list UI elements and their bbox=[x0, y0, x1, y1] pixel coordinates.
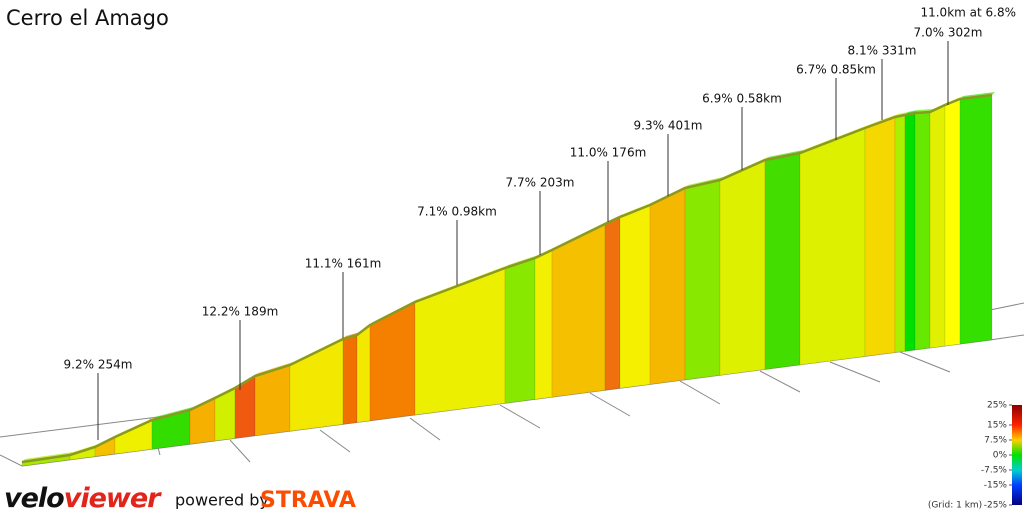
scale-tick-label: -25% bbox=[984, 501, 1008, 511]
annotation: 6.7% 0.85km bbox=[796, 63, 876, 77]
annotation: 7.7% 203m bbox=[506, 176, 575, 190]
segment bbox=[534, 249, 553, 400]
annotation: 8.1% 331m bbox=[848, 44, 917, 58]
annotation: 12.2% 189m bbox=[202, 305, 279, 319]
powered-by: powered by bbox=[175, 491, 269, 510]
segment bbox=[864, 116, 896, 357]
annotation: 7.0% 302m bbox=[914, 26, 983, 40]
segment bbox=[551, 223, 606, 398]
scale-tick-label: 15% bbox=[987, 421, 1007, 431]
annotation: 9.2% 254m bbox=[64, 358, 133, 372]
segment bbox=[719, 159, 766, 376]
segment bbox=[649, 187, 686, 385]
scale-tick-label: 0% bbox=[993, 451, 1008, 461]
strava-logo: STRAVA bbox=[260, 488, 356, 512]
segment bbox=[619, 204, 651, 389]
segment bbox=[414, 267, 506, 416]
annotation: 11.0% 176m bbox=[570, 146, 647, 160]
annotation: 9.3% 401m bbox=[634, 119, 703, 133]
segment bbox=[604, 216, 621, 391]
chart-title: Cerro el Amago bbox=[6, 6, 169, 30]
segment bbox=[369, 301, 416, 422]
scale-tick-label: -7.5% bbox=[981, 466, 1008, 476]
profile bbox=[21, 92, 995, 467]
segment bbox=[504, 257, 536, 404]
segment bbox=[684, 179, 721, 381]
segment bbox=[914, 111, 931, 351]
summary: 11.0km at 6.8% bbox=[920, 6, 1016, 20]
segment bbox=[944, 98, 961, 347]
segment bbox=[904, 112, 916, 352]
segment bbox=[959, 94, 993, 345]
scale-tick-label: 25% bbox=[987, 401, 1007, 411]
scale-tick-label: 7.5% bbox=[984, 436, 1007, 446]
annotation: 6.9% 0.58km bbox=[702, 92, 782, 106]
annotation: 7.1% 0.98km bbox=[417, 205, 497, 219]
segment bbox=[356, 323, 371, 424]
profile-edge bbox=[21, 93, 993, 464]
segment bbox=[114, 419, 153, 455]
grid-note: (Grid: 1 km) bbox=[928, 501, 982, 511]
segment bbox=[764, 152, 801, 370]
segment bbox=[799, 127, 866, 366]
segment bbox=[342, 334, 358, 425]
scale-tick-label: -15% bbox=[984, 481, 1008, 491]
annotation: 11.1% 161m bbox=[305, 257, 382, 271]
segment bbox=[894, 114, 906, 354]
color-scale bbox=[1012, 405, 1022, 505]
segment bbox=[929, 104, 946, 349]
brand: veloviewer bbox=[4, 483, 162, 512]
